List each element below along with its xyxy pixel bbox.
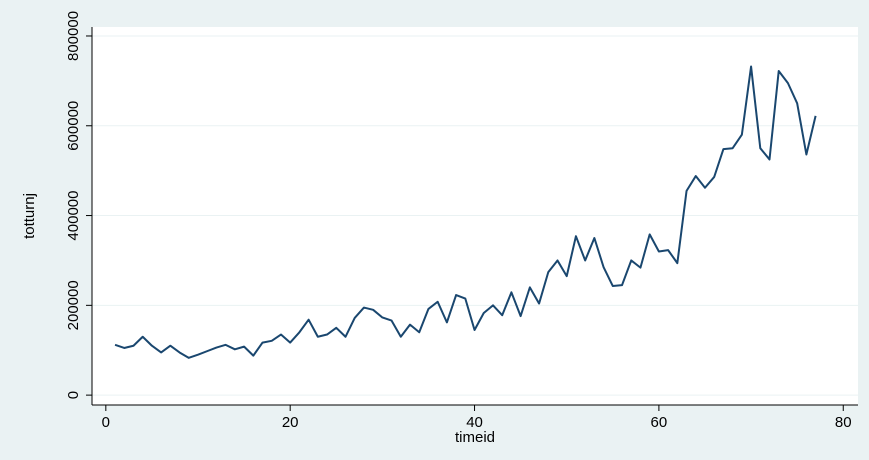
x-tick-label: 40 — [466, 414, 483, 431]
data-line — [114, 65, 817, 359]
x-axis-title: timeid — [455, 429, 495, 446]
x-tick-label: 0 — [102, 414, 110, 431]
x-tick-label: 20 — [282, 414, 299, 431]
x-tick-label: 60 — [651, 414, 668, 431]
y-axis-title: totturnj — [21, 193, 38, 239]
y-tick-label: 200000 — [65, 280, 82, 330]
y-tick-label: 400000 — [65, 191, 82, 241]
x-tick-label: 80 — [835, 414, 852, 431]
y-tick-label: 0 — [65, 391, 82, 399]
y-tick-label: 800000 — [65, 11, 82, 61]
y-tick-label: 600000 — [65, 101, 82, 151]
